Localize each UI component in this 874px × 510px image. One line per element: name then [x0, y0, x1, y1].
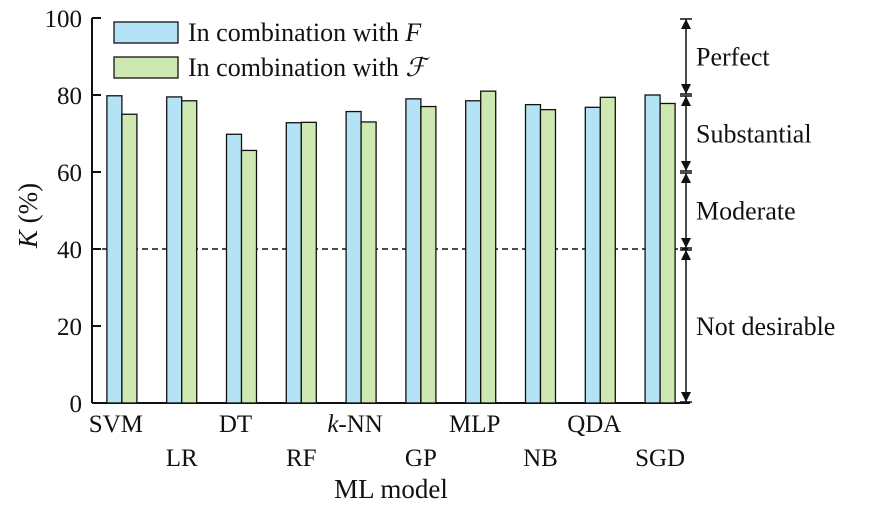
x-axis-title: ML model — [334, 474, 448, 504]
category-label: MLP — [449, 411, 500, 438]
category-label: RF — [286, 445, 317, 472]
bar-F-MLP — [465, 100, 482, 404]
band-label: Not desirable — [696, 312, 835, 341]
agreement-bands: Perfect Substantial Moderate Not desirable — [680, 18, 835, 403]
bar-scriptF-GP — [420, 105, 437, 404]
band-label: Perfect — [696, 43, 770, 72]
arrow-head-down — [681, 392, 691, 402]
bar-F-k-NN — [345, 110, 362, 404]
arrow-head-up — [681, 96, 691, 106]
legend-label: In combination with ℱ — [188, 53, 430, 82]
category-label: DT — [219, 411, 252, 438]
category-label: SGD — [635, 445, 685, 472]
bar-F-SVM — [106, 95, 123, 404]
legend-swatch — [113, 21, 179, 44]
y-tick-label: 100 — [45, 6, 83, 33]
legend: In combination with F In combination with… — [113, 18, 430, 82]
bars — [106, 90, 676, 404]
arrow-head-down — [681, 84, 691, 94]
bar-scriptF-DT — [240, 149, 258, 404]
category-label: GP — [405, 445, 437, 472]
bar-F-LR — [166, 96, 183, 404]
y-axis-title: K (%) — [13, 183, 43, 249]
bar-F-RF — [285, 122, 302, 404]
bar-scriptF-SGD — [659, 102, 676, 404]
bar-scriptF-LR — [181, 100, 198, 404]
arrow-head-up — [681, 19, 691, 29]
arrow-head-down — [681, 161, 691, 171]
y-tick-label: 20 — [57, 314, 82, 341]
category-label: SVM — [89, 411, 143, 438]
y-tick-label: 60 — [57, 160, 82, 187]
y-tick-label: 0 — [70, 391, 83, 418]
band-label: Moderate — [696, 197, 796, 226]
band-label: Substantial — [696, 120, 812, 149]
y-tick-label: 80 — [57, 83, 82, 110]
category-label: NB — [523, 445, 558, 472]
arrow-head-up — [681, 173, 691, 183]
bar-scriptF-k-NN — [360, 121, 377, 404]
bar-scriptF-SVM — [121, 113, 138, 404]
labels: 0 20 40 60 80 100 K (%) SVM LR DT RF k-NN GP MLP NB QDA… — [13, 6, 685, 504]
bar-F-QDA — [584, 106, 601, 404]
bar-scriptF-RF — [300, 121, 317, 404]
bar-F-DT — [225, 133, 243, 404]
bar-scriptF-NB — [539, 108, 557, 404]
arrow-head-up — [681, 250, 691, 260]
y-tick-label: 40 — [57, 237, 82, 264]
bar-scriptF-MLP — [480, 90, 497, 404]
category-label: LR — [166, 445, 198, 472]
bar-F-SGD — [644, 94, 661, 404]
category-label: QDA — [567, 411, 621, 438]
bar-scriptF-QDA — [599, 96, 616, 404]
bar-F-NB — [524, 103, 542, 404]
bar-F-GP — [405, 98, 422, 404]
arrow-head-down — [681, 238, 691, 248]
category-label: k-NN — [327, 411, 383, 438]
legend-swatch — [113, 56, 179, 79]
legend-label: In combination with F — [188, 18, 422, 47]
